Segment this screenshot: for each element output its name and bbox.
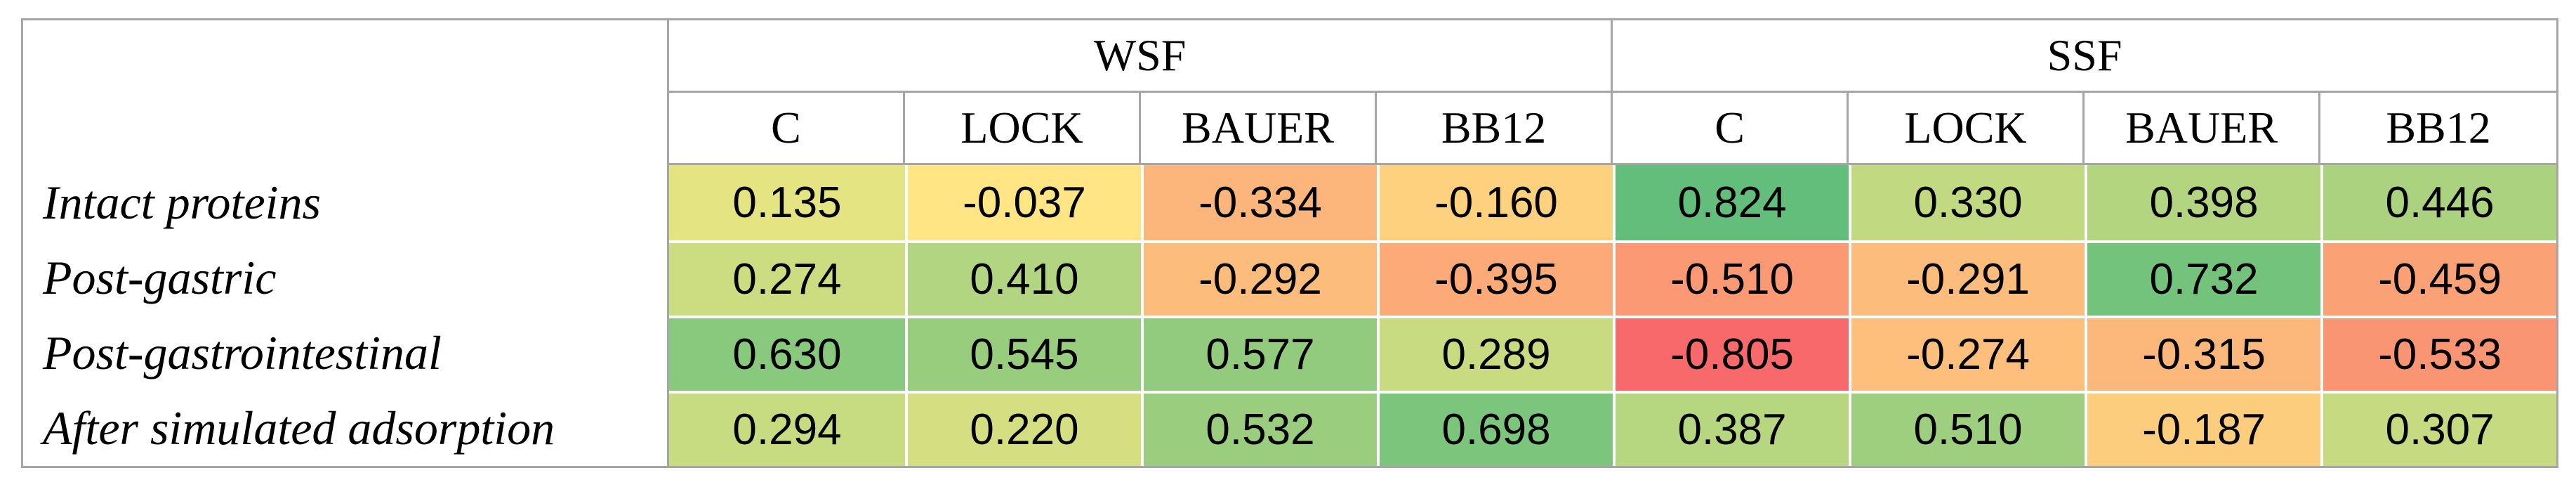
heatmap-cell: -0.805 <box>1613 316 1849 391</box>
table-header: WSF SSF C LOCK BAUER BB12 C LOCK BAUER BB12 <box>23 20 2557 165</box>
heatmap-cell: 0.294 <box>669 391 905 466</box>
heatmap-cell: -0.037 <box>905 165 1141 240</box>
heatmap-cell: 0.135 <box>669 165 905 240</box>
column-header-wsf-bb12: BB12 <box>1377 93 1613 165</box>
heatmap-cell: 0.446 <box>2320 165 2557 240</box>
column-header-wsf-c: C <box>669 93 905 165</box>
heatmap-cell: -0.533 <box>2320 316 2557 391</box>
heatmap-cell: 0.510 <box>1849 391 2085 466</box>
heatmap-cell: -0.292 <box>1141 240 1377 316</box>
table-body: Intact proteins 0.135 -0.037 -0.334 -0.160 0.… <box>23 165 2557 466</box>
heatmap-cell: 0.545 <box>905 316 1141 391</box>
row-label: After simulated adsorption <box>23 391 669 466</box>
heatmap-cell: -0.510 <box>1613 240 1849 316</box>
column-header-ssf-c: C <box>1613 93 1849 165</box>
column-header-row: C LOCK BAUER BB12 C LOCK BAUER BB12 <box>23 93 2557 165</box>
heatmap-cell: -0.334 <box>1141 165 1377 240</box>
column-header-ssf-bb12: BB12 <box>2320 93 2557 165</box>
heatmap-cell: 0.387 <box>1613 391 1849 466</box>
corner-cell <box>23 20 669 165</box>
heatmap-cell: 0.698 <box>1377 391 1613 466</box>
heatmap-cell: 0.577 <box>1141 316 1377 391</box>
heatmap-cell: -0.187 <box>2085 391 2321 466</box>
heatmap-cell: -0.291 <box>1849 240 2085 316</box>
heatmap-cell: -0.395 <box>1377 240 1613 316</box>
heatmap-cell: -0.315 <box>2085 316 2321 391</box>
heatmap-cell: 0.824 <box>1613 165 1849 240</box>
column-header-wsf-bauer: BAUER <box>1141 93 1377 165</box>
column-group-header-ssf: SSF <box>1613 20 2557 93</box>
heatmap-cell: 0.330 <box>1849 165 2085 240</box>
heatmap-cell: -0.459 <box>2320 240 2557 316</box>
table-row: Post-gastric 0.274 0.410 -0.292 -0.395 -0.510… <box>23 240 2557 316</box>
column-group-header-wsf: WSF <box>669 20 1613 93</box>
row-label: Intact proteins <box>23 165 669 240</box>
table-row: Intact proteins 0.135 -0.037 -0.334 -0.160 0.… <box>23 165 2557 240</box>
heatmap-cell: 0.398 <box>2085 165 2321 240</box>
heatmap-cell: 0.307 <box>2320 391 2557 466</box>
heatmap-cell: 0.532 <box>1141 391 1377 466</box>
heatmap-cell: -0.274 <box>1849 316 2085 391</box>
correlation-heatmap-table: WSF SSF C LOCK BAUER BB12 C LOCK BAUER BB12 Inta… <box>21 18 2559 468</box>
table-row: After simulated adsorption 0.294 0.220 0.53… <box>23 391 2557 466</box>
heatmap-cell: 0.274 <box>669 240 905 316</box>
heatmap-cell: 0.630 <box>669 316 905 391</box>
row-label: Post-gastric <box>23 240 669 316</box>
group-header-row: WSF SSF <box>23 20 2557 165</box>
column-header-ssf-lock: LOCK <box>1849 93 2085 165</box>
column-header-wsf-lock: LOCK <box>905 93 1141 165</box>
heatmap-cell: -0.160 <box>1377 165 1613 240</box>
column-header-ssf-bauer: BAUER <box>2085 93 2321 165</box>
table-row: Post-gastrointestinal 0.630 0.545 0.577 0.28… <box>23 316 2557 391</box>
heatmap-cell: 0.289 <box>1377 316 1613 391</box>
row-label: Post-gastrointestinal <box>23 316 669 391</box>
heatmap-cell: 0.732 <box>2085 240 2321 316</box>
heatmap-cell: 0.410 <box>905 240 1141 316</box>
heatmap-cell: 0.220 <box>905 391 1141 466</box>
